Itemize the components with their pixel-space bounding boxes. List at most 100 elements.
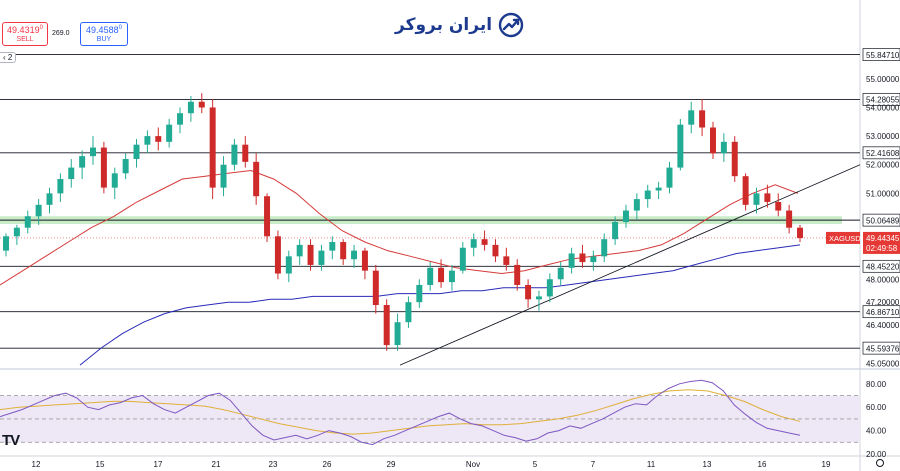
candle-body bbox=[383, 305, 390, 346]
symbol-label-box bbox=[826, 231, 860, 244]
level-label: 55.84710 bbox=[866, 51, 900, 60]
rsi-y-tick-label: 80.00 bbox=[866, 380, 887, 389]
rsi-y-tick-label: 40.00 bbox=[866, 427, 887, 436]
candle-body bbox=[242, 144, 249, 162]
candle-body bbox=[35, 204, 42, 217]
candle-body bbox=[155, 136, 162, 142]
x-tick-label: 26 bbox=[323, 460, 332, 469]
chart-growth-icon bbox=[498, 12, 524, 38]
candle-body bbox=[514, 264, 521, 285]
candle-body bbox=[655, 187, 662, 191]
candle-body bbox=[612, 221, 619, 240]
level-label-box bbox=[862, 341, 900, 355]
buy-button[interactable]: 49.45880 BUY bbox=[80, 22, 128, 46]
chevron-left-icon: ‹ bbox=[3, 53, 8, 62]
trendline bbox=[399, 164, 861, 366]
interval-badge[interactable]: ‹ 2 bbox=[0, 52, 17, 63]
buy-price-sup: 0 bbox=[118, 25, 122, 31]
candle-body bbox=[144, 136, 151, 145]
countdown-label: 02:49:58 bbox=[866, 244, 898, 253]
x-tick-label: Nov bbox=[466, 460, 480, 469]
candle-body bbox=[351, 250, 358, 260]
candle-body bbox=[492, 244, 499, 257]
candle-body bbox=[13, 227, 20, 237]
candle-body bbox=[448, 270, 455, 283]
brand-logo-text: ایران بروکر bbox=[395, 15, 493, 35]
x-tick-label: 23 bbox=[269, 460, 278, 469]
candle-body bbox=[318, 250, 325, 265]
level-label: 50.06489 bbox=[866, 216, 900, 225]
candle-body bbox=[111, 173, 118, 188]
candle-body bbox=[296, 244, 303, 257]
level-label-box bbox=[862, 259, 900, 273]
candle-body bbox=[699, 110, 706, 128]
candle-body bbox=[274, 236, 281, 274]
buy-label: BUY bbox=[96, 36, 112, 43]
candle-body bbox=[209, 107, 216, 188]
rsi-y-tick-label: 20.00 bbox=[866, 450, 887, 459]
candle-body bbox=[622, 210, 629, 222]
candle-body bbox=[100, 147, 107, 188]
candle-body bbox=[470, 239, 477, 248]
candle-body bbox=[731, 141, 738, 177]
buy-price: 49.4588 bbox=[86, 25, 119, 35]
candle-body bbox=[405, 302, 412, 323]
y-tick-label: 51.00000 bbox=[866, 189, 900, 198]
x-tick-label: 7 bbox=[591, 460, 596, 469]
level-label-box bbox=[862, 48, 900, 61]
candle-body bbox=[264, 196, 271, 237]
candle-body bbox=[231, 144, 238, 165]
settings-icon[interactable] bbox=[876, 459, 884, 467]
last-price-box bbox=[863, 231, 900, 254]
candle-body bbox=[427, 267, 434, 285]
candle-body bbox=[666, 167, 673, 188]
level-label: 45.59376 bbox=[866, 344, 900, 353]
last-price-label: 49.44345 bbox=[866, 234, 900, 243]
candle-body bbox=[775, 201, 782, 211]
tradingview-logo: TV bbox=[2, 432, 20, 449]
candle-body bbox=[307, 244, 314, 265]
candle-body bbox=[166, 124, 173, 142]
candle-body bbox=[340, 242, 347, 260]
candle-body bbox=[525, 284, 532, 300]
x-tick-label: 15 bbox=[96, 460, 105, 469]
sell-label: SELL bbox=[16, 36, 34, 43]
level-label-box bbox=[862, 305, 900, 319]
x-tick-label: 21 bbox=[212, 460, 221, 469]
x-tick-label: 13 bbox=[703, 460, 712, 469]
y-tick-label: 55.00000 bbox=[866, 75, 900, 84]
candle-body bbox=[568, 253, 575, 268]
level-label-box bbox=[862, 213, 900, 227]
ma-fast-line bbox=[0, 169, 799, 286]
level-label-box bbox=[862, 93, 900, 106]
candle-body bbox=[764, 193, 771, 202]
candle-body bbox=[786, 210, 793, 228]
candle-body bbox=[3, 236, 9, 251]
level-label: 48.45220 bbox=[866, 263, 900, 272]
candle-body bbox=[122, 159, 129, 174]
y-tick-label: 54.00000 bbox=[866, 103, 900, 112]
y-tick-label: 47.20000 bbox=[866, 298, 900, 307]
candle-body bbox=[557, 267, 564, 280]
candle-body bbox=[579, 253, 586, 263]
symbol-label: XAGUSD bbox=[829, 234, 861, 243]
x-tick-label: 29 bbox=[387, 460, 396, 469]
sell-button[interactable]: 49.43190 SELL bbox=[2, 22, 48, 46]
candle-body bbox=[709, 127, 716, 154]
rsi-line bbox=[0, 379, 801, 446]
candle-body bbox=[90, 147, 97, 157]
candle-body bbox=[220, 164, 227, 188]
sell-price: 49.4319 bbox=[7, 25, 40, 35]
interval-value: 2 bbox=[7, 53, 13, 62]
pane-separator bbox=[0, 368, 900, 370]
brand-logo: ایران بروکر bbox=[395, 12, 524, 38]
spread-value: 269.0 bbox=[52, 30, 70, 37]
candle-body bbox=[68, 167, 75, 180]
level-label: 46.86710 bbox=[866, 308, 900, 317]
x-tick-label: 19 bbox=[822, 460, 831, 469]
rsi-ma-line bbox=[0, 389, 801, 435]
candle-body bbox=[177, 113, 184, 125]
candle-body bbox=[394, 322, 401, 346]
candle-body bbox=[253, 161, 260, 197]
